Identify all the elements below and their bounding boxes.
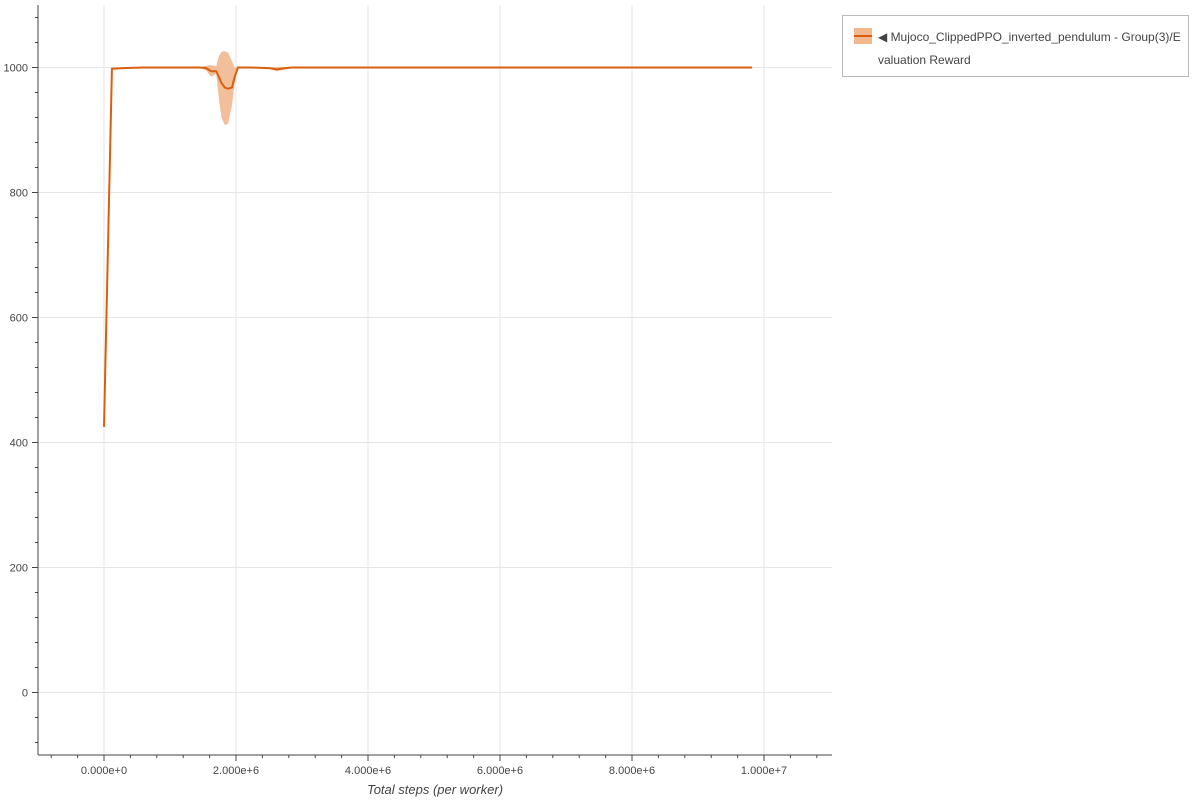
x-tick-label: 4.000e+6 [345,765,391,777]
x-tick-label: 6.000e+6 [477,765,523,777]
series-band [104,51,753,427]
series-confidence-band [104,51,753,427]
y-tick-label: 200 [10,563,28,575]
y-tick-label: 400 [10,438,28,450]
x-tick-label: 2.000e+6 [213,765,259,777]
legend-label: ◀ Mujoco_ClippedPPO_inverted_pendulum - … [878,30,1181,67]
legend-swatch [854,28,872,44]
x-axis-label: Total steps (per worker) [367,782,503,797]
y-tick-label: 1000 [4,63,28,75]
series-line-group [103,66,753,427]
legend[interactable]: ◀ Mujoco_ClippedPPO_inverted_pendulum - … [842,15,1189,77]
axes: 0.000e+0 2.000e+6 4.000e+6 6.000e+6 8.000e+6… [4,5,832,777]
grid [38,5,832,755]
x-tick-label: 1.000e+7 [741,765,787,777]
series-line [103,66,753,427]
x-tick-label: 8.000e+6 [609,765,655,777]
y-tick-label: 0 [22,688,28,700]
y-tick-label: 600 [10,313,28,325]
x-tick-label: 0.000e+0 [81,765,127,777]
y-tick-label: 800 [10,188,28,200]
